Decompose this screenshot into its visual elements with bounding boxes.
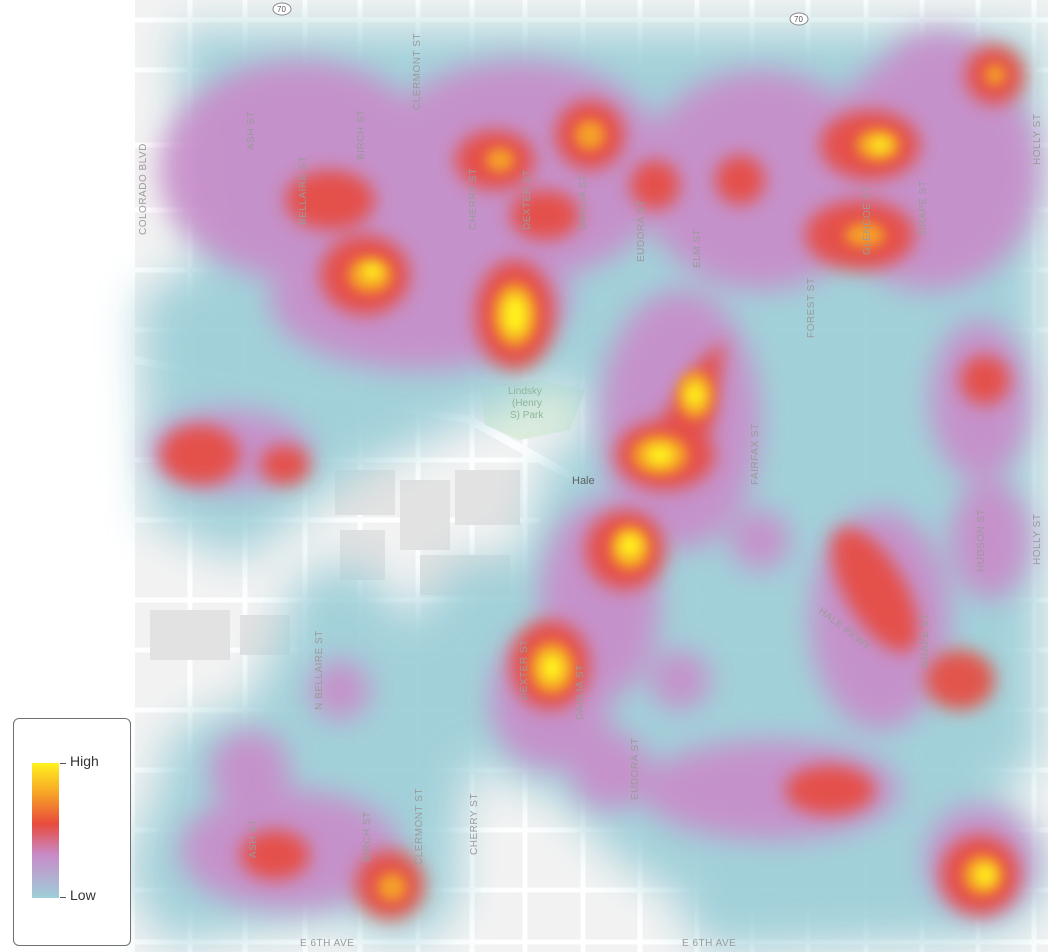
street-label-eudora-top: EUDORA ST <box>636 200 647 262</box>
heatmap-legend: High Low <box>13 718 131 946</box>
street-label-fairfax: FAIRFAX ST <box>750 423 761 485</box>
street-label-holly-top: HOLLY ST <box>1032 114 1043 165</box>
place-label-hale: Hale <box>572 475 595 487</box>
park-label-line-2: (Henry <box>512 398 542 409</box>
street-label-bellaire: BELLAIRE ST <box>298 156 309 225</box>
legend-color-ramp <box>32 763 59 898</box>
park-label-line-1: Lindsky <box>508 386 542 397</box>
street-label-birch-top: BIRCH ST <box>356 109 367 160</box>
street-label-dexter-top: DEXTER ST <box>522 169 533 230</box>
street-label-eudora-bottom: EUDORA ST <box>630 738 641 800</box>
street-label-e6th-left: E 6TH AVE <box>300 938 354 949</box>
street-label-elm: ELM ST <box>692 229 703 268</box>
street-label-clermont-bottom: CLERMONT ST <box>414 788 425 865</box>
heat-density-high <box>362 138 995 885</box>
park-label-line-3: S) Park <box>510 410 544 421</box>
legend-high-label: High <box>70 753 99 769</box>
street-label-dexter-bottom: DEXTER ST <box>519 639 530 700</box>
map-labels: COLORADO BLVD ASH ST BELLAIRE ST BIRCH S… <box>138 2 1043 949</box>
street-label-cherry-bottom: CHERRY ST <box>469 793 480 855</box>
street-label-birch-bottom: BIRCH ST <box>362 811 373 862</box>
street-label-dahlia-bottom: DAHLIA ST <box>575 664 586 720</box>
street-label-ash-bottom: ASH ST <box>248 819 259 858</box>
heatmap-layer <box>130 30 1045 950</box>
highway-shield-right-icon: 70 <box>789 12 809 26</box>
legend-tick-low <box>60 897 66 898</box>
highway-shield-icon: 70 <box>272 2 292 16</box>
street-label-grape-top: GRAPE ST <box>918 180 929 235</box>
svg-text:70: 70 <box>794 15 803 24</box>
street-label-forest: FOREST ST <box>806 278 817 338</box>
svg-text:70: 70 <box>277 5 286 14</box>
street-label-dahlia-top: DAHLIA ST <box>578 174 589 230</box>
street-label-n-bellaire: N BELLAIRE ST <box>314 630 325 710</box>
street-label-holly-right: HOLLY ST <box>1032 514 1043 565</box>
legend-low-label: Low <box>70 887 96 903</box>
street-label-e6th-right: E 6TH AVE <box>682 938 736 949</box>
street-label-colorado: COLORADO BLVD <box>138 143 149 235</box>
street-label-hudson: HUDSON ST <box>976 509 987 572</box>
legend-tick-high <box>60 763 66 764</box>
street-label-clermont-top: CLERMONT ST <box>412 33 423 110</box>
street-label-grape-bottom: GRAPE ST <box>920 613 931 668</box>
street-label-glencoe: GLENCOE ST <box>862 186 873 255</box>
street-label-cherry-top: CHERRY ST <box>468 168 479 230</box>
street-label-ash-top: ASH ST <box>246 111 257 150</box>
